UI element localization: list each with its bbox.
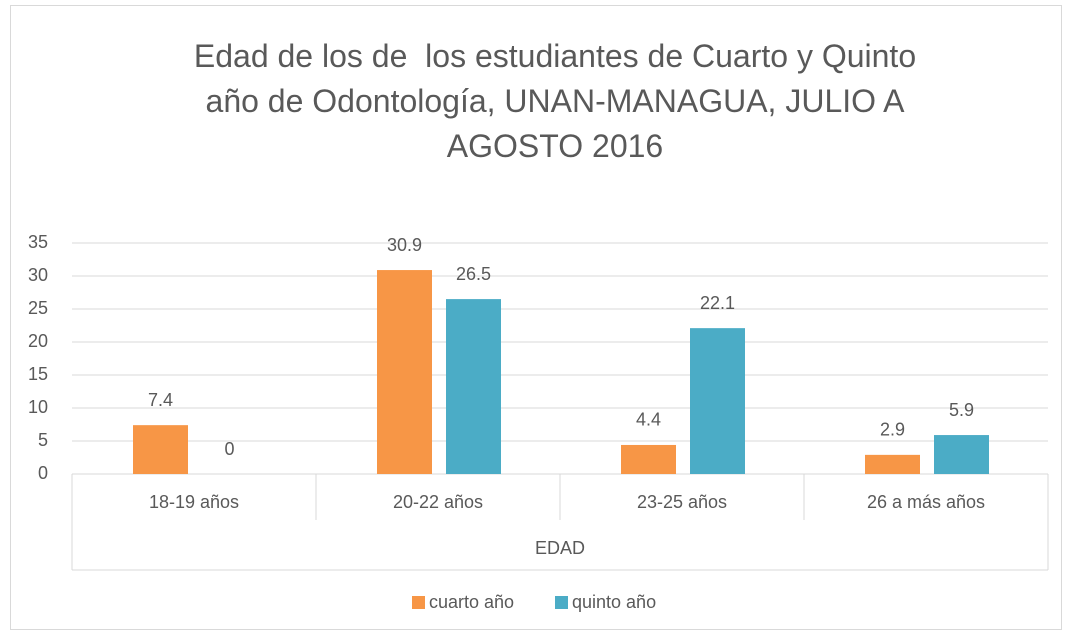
- bar: [621, 444, 676, 474]
- data-label: 26.5: [456, 264, 491, 284]
- data-label: 5.9: [949, 400, 974, 420]
- x-tick-label: 18-19 años: [149, 492, 239, 512]
- legend-label: cuarto año: [429, 592, 514, 612]
- bar: [133, 425, 188, 474]
- y-tick-label: 25: [28, 298, 48, 318]
- bar: [865, 454, 920, 474]
- chart-border: [10, 5, 1062, 630]
- y-tick-label: 35: [28, 232, 48, 252]
- x-tick-label: 20-22 años: [393, 492, 483, 512]
- bar: [377, 270, 432, 474]
- data-label: 22.1: [700, 293, 735, 313]
- data-label: 2.9: [880, 420, 905, 440]
- x-tick-label: 26 a más años: [867, 492, 985, 512]
- bar: [690, 328, 745, 474]
- data-label: 0: [224, 439, 234, 459]
- y-tick-label: 15: [28, 364, 48, 384]
- x-axis-label: EDAD: [535, 538, 585, 558]
- chart-title: Edad de los de los estudiantes de Cuarto…: [193, 38, 925, 164]
- bar: [934, 435, 989, 474]
- legend-label: quinto año: [572, 592, 656, 612]
- data-label: 7.4: [148, 390, 173, 410]
- bar: [446, 299, 501, 474]
- data-label: 4.4: [636, 410, 661, 430]
- y-tick-label: 20: [28, 331, 48, 351]
- y-tick-label: 10: [28, 397, 48, 417]
- x-tick-label: 23-25 años: [637, 492, 727, 512]
- legend-swatch: [412, 596, 425, 609]
- y-tick-label: 30: [28, 265, 48, 285]
- y-tick-label: 5: [38, 430, 48, 450]
- data-label: 30.9: [387, 235, 422, 255]
- legend-swatch: [555, 596, 568, 609]
- y-tick-label: 0: [38, 463, 48, 483]
